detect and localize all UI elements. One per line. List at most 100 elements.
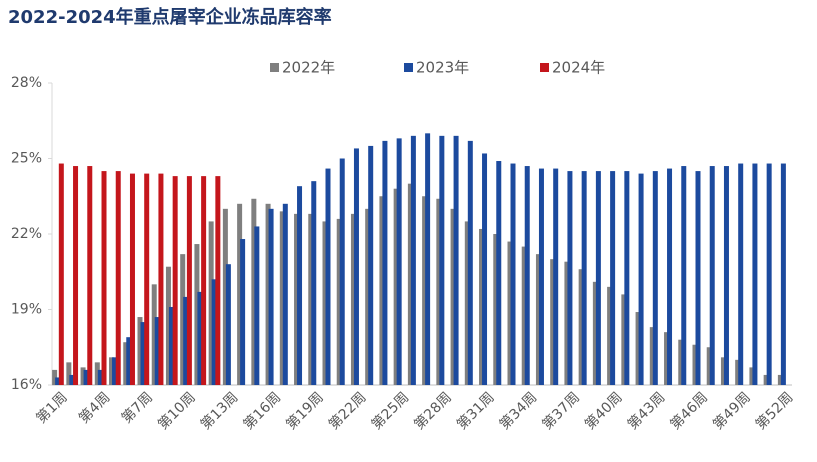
bar — [240, 239, 246, 385]
bar — [101, 171, 107, 385]
bar — [80, 367, 86, 385]
bar — [720, 357, 726, 385]
bar — [550, 259, 556, 385]
bar — [664, 332, 670, 385]
bar — [194, 244, 200, 385]
bar — [52, 369, 58, 385]
bar — [510, 163, 516, 385]
bar — [706, 347, 712, 385]
bar — [453, 135, 459, 385]
legend-swatch — [540, 63, 549, 72]
bar — [535, 254, 541, 385]
x-tick-label: 第40周 — [581, 389, 625, 433]
x-tick-label: 第1周 — [33, 389, 71, 427]
bar — [186, 176, 192, 385]
x-tick-label: 第22周 — [325, 389, 369, 433]
bar — [168, 306, 174, 385]
legend-swatch — [270, 63, 279, 72]
bar — [410, 135, 416, 385]
bar — [365, 208, 371, 385]
bar — [592, 281, 598, 385]
bar — [87, 166, 93, 385]
bar — [66, 362, 72, 385]
bar — [695, 171, 701, 385]
bar — [749, 367, 755, 385]
bar — [422, 196, 428, 385]
bar — [215, 176, 221, 385]
bar — [254, 226, 260, 385]
bar — [126, 337, 132, 385]
bar — [607, 286, 613, 385]
bar — [151, 284, 157, 385]
bar — [507, 241, 513, 385]
x-tick-label: 第43周 — [624, 389, 668, 433]
bar — [766, 163, 772, 385]
bar — [681, 166, 687, 385]
bar — [723, 166, 729, 385]
bar — [109, 357, 115, 385]
bar — [581, 171, 587, 385]
bar — [464, 221, 470, 385]
x-tick-label: 第46周 — [667, 389, 711, 433]
bar — [763, 374, 769, 385]
bar — [482, 153, 488, 385]
legend-swatch — [404, 63, 413, 72]
bar — [144, 173, 150, 385]
bar — [667, 168, 673, 385]
bar — [69, 374, 75, 385]
bar — [564, 261, 570, 385]
bar — [496, 161, 502, 385]
bar — [567, 171, 573, 385]
bar — [393, 188, 399, 385]
bar — [368, 145, 374, 385]
bar — [595, 171, 601, 385]
x-tick-label: 第34周 — [496, 389, 540, 433]
chart-title: 2022-2024年重点屠宰企业冻品库容率 — [8, 6, 332, 28]
bar — [237, 203, 243, 385]
bar — [436, 198, 442, 385]
bar — [208, 221, 214, 385]
bar — [635, 312, 641, 385]
bar — [222, 208, 228, 385]
y-tick-label: 25% — [11, 151, 42, 167]
bar — [709, 166, 715, 385]
y-tick-label: 22% — [11, 226, 42, 242]
bar — [268, 208, 274, 385]
bar — [129, 173, 135, 385]
x-tick-label: 第31周 — [453, 389, 497, 433]
bar — [183, 296, 189, 385]
bar — [735, 359, 741, 385]
bar — [123, 342, 129, 385]
bar — [379, 196, 385, 385]
bar — [297, 186, 303, 385]
bar — [265, 203, 271, 385]
bar — [158, 173, 164, 385]
y-tick-label: 28% — [11, 75, 42, 91]
bar — [172, 176, 178, 385]
bar — [94, 362, 100, 385]
bar — [467, 140, 473, 385]
bar — [396, 138, 402, 385]
bar — [578, 269, 584, 385]
bar — [339, 158, 345, 385]
bar — [197, 291, 203, 385]
bar — [165, 266, 171, 385]
bar — [652, 171, 658, 385]
bar — [692, 344, 698, 385]
bar — [115, 171, 121, 385]
bar — [311, 181, 317, 385]
bar — [450, 208, 456, 385]
bar — [325, 168, 331, 385]
bar — [97, 369, 103, 385]
legend-label: 2022年 — [282, 59, 335, 77]
bar — [624, 171, 630, 385]
bar — [282, 203, 288, 385]
bar — [553, 168, 559, 385]
bar — [154, 317, 160, 385]
bar — [493, 234, 499, 385]
bar — [621, 294, 627, 385]
bar — [83, 369, 89, 385]
bar — [322, 221, 328, 385]
x-tick-label: 第10周 — [154, 389, 198, 433]
